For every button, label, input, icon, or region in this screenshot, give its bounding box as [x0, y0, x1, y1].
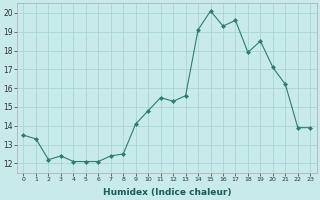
X-axis label: Humidex (Indice chaleur): Humidex (Indice chaleur) — [103, 188, 231, 197]
